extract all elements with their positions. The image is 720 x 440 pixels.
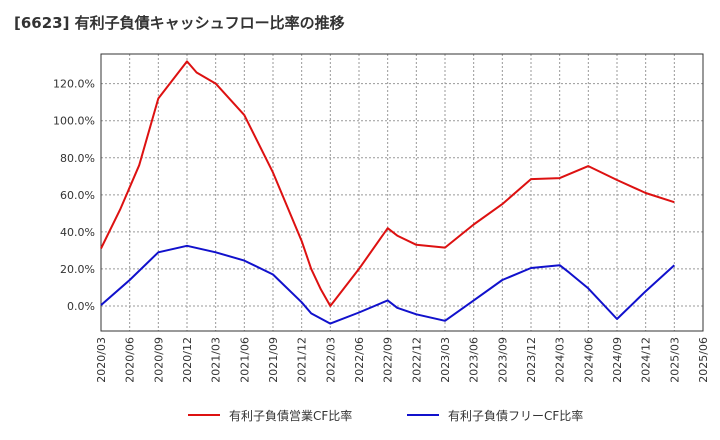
- x-tick-label: 2024/09: [611, 337, 624, 383]
- y-tick-label: 60.0%: [60, 189, 95, 202]
- x-tick-label: 2023/06: [468, 337, 481, 383]
- x-axis-ticks: 2020/03 2020/06 2020/09 2020/12 2021/03 2021/…: [95, 337, 710, 383]
- y-axis-ticks: 0.0% 20.0% 40.0% 60.0% 80.0% 100.0% 120.0%: [53, 78, 95, 313]
- chart-title: [6623] 有利子負債キャッシュフロー比率の推移: [14, 14, 345, 32]
- y-tick-label: 40.0%: [60, 226, 95, 239]
- y-tick-label: 20.0%: [60, 263, 95, 276]
- legend-label: 有利子負債営業CF比率: [229, 408, 352, 423]
- series-line-free-cf: [100, 244, 675, 325]
- y-tick-label: 0.0%: [67, 300, 95, 313]
- x-tick-label: 2021/09: [267, 337, 280, 383]
- plot-area: [100, 53, 704, 332]
- x-tick-label: 2021/03: [210, 337, 223, 383]
- x-tick-label: 2023/03: [439, 337, 452, 383]
- x-tick-label: 2025/06: [697, 337, 710, 383]
- grid: [100, 54, 704, 331]
- x-tick-label: 2022/06: [353, 337, 366, 383]
- x-tick-label: 2023/09: [496, 337, 509, 383]
- x-tick-label: 2022/09: [382, 337, 395, 383]
- x-tick-label: 2021/12: [296, 337, 309, 383]
- x-tick-label: 2020/06: [124, 337, 137, 383]
- y-tick-label: 100.0%: [53, 115, 95, 128]
- x-tick-label: 2024/06: [582, 337, 595, 383]
- x-tick-label: 2020/12: [181, 337, 194, 383]
- series-line-operating-cf: [100, 60, 675, 307]
- y-tick-label: 80.0%: [60, 152, 95, 165]
- x-tick-label: 2025/03: [668, 337, 681, 383]
- legend-label: 有利子負債フリーCF比率: [448, 408, 583, 423]
- x-tick-label: 2021/06: [238, 337, 251, 383]
- x-tick-label: 2024/03: [554, 337, 567, 383]
- x-tick-label: 2024/12: [640, 337, 653, 383]
- y-tick-label: 120.0%: [53, 78, 95, 91]
- x-tick-label: 2022/12: [410, 337, 423, 383]
- series-lines: [100, 60, 675, 325]
- legend: 有利子負債営業CF比率 有利子負債フリーCF比率: [188, 408, 583, 423]
- x-tick-label: 2020/03: [95, 337, 108, 383]
- x-tick-label: 2023/12: [525, 337, 538, 383]
- x-tick-label: 2020/09: [152, 337, 165, 383]
- x-tick-label: 2022/03: [324, 337, 337, 383]
